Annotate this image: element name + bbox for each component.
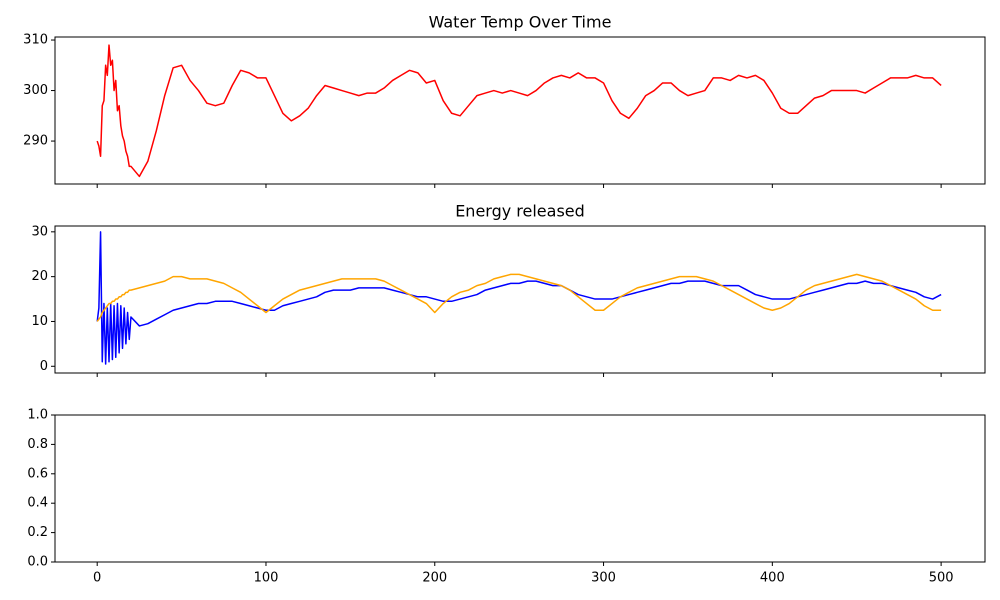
axes-frame [54, 414, 986, 563]
chart-title: Energy released [455, 202, 585, 221]
y-tick-label: 0.2 [27, 525, 48, 540]
x-tick-label: 200 [422, 571, 447, 586]
y-tick-label: 10 [31, 314, 48, 329]
y-tick-label: 1.0 [27, 408, 48, 423]
x-tick-label: 500 [929, 571, 954, 586]
y-tick-label: 0 [40, 359, 48, 374]
y-tick-label: 310 [23, 33, 48, 48]
axes-frame [54, 225, 986, 374]
x-tick-label: 0 [93, 571, 101, 586]
y-tick-label: 0.6 [27, 466, 48, 481]
x-tick-label: 100 [254, 571, 279, 586]
line-series [96, 231, 942, 365]
y-tick-label: 0.4 [27, 496, 48, 511]
y-tick-label: 290 [23, 134, 48, 149]
x-tick-label: 400 [760, 571, 785, 586]
chart-title: Water Temp Over Time [429, 13, 612, 32]
x-tick-label: 300 [591, 571, 616, 586]
y-tick-label: 20 [31, 269, 48, 284]
axes-frame [54, 36, 986, 185]
y-tick-label: 300 [23, 83, 48, 98]
y-tick-label: 30 [31, 224, 48, 239]
line-series [96, 44, 942, 178]
y-tick-label: 0.8 [27, 437, 48, 452]
line-series [96, 273, 942, 322]
y-tick-label: 0.0 [27, 555, 48, 570]
